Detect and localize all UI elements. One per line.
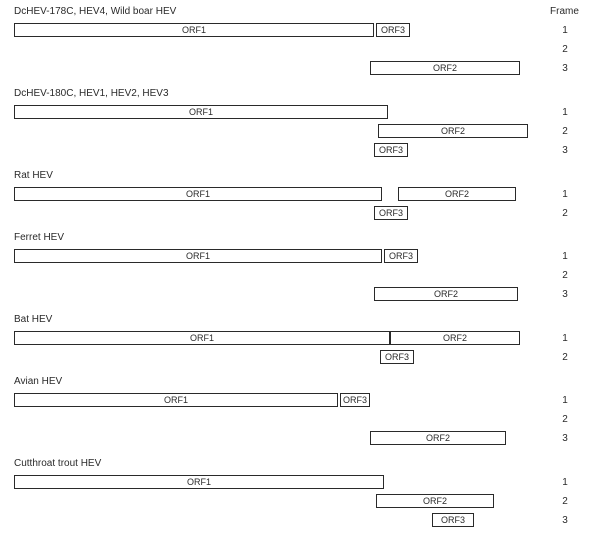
orf-label: ORF1 [186, 251, 210, 261]
orf-label: ORF3 [385, 352, 409, 362]
frame-number: 1 [555, 107, 575, 118]
frame-number: 1 [555, 333, 575, 344]
orf-box: ORF1 [14, 475, 384, 489]
orf-box: ORF3 [380, 350, 414, 364]
orf-label: ORF2 [426, 433, 450, 443]
orf-label: ORF3 [441, 515, 465, 525]
orf-label: ORF2 [423, 496, 447, 506]
frame-number: 1 [555, 251, 575, 262]
group-title: Rat HEV [14, 170, 53, 181]
frame-number: 3 [555, 145, 575, 156]
orf-box: ORF1 [14, 105, 388, 119]
frame-number: 3 [555, 433, 575, 444]
frame-number: 2 [555, 352, 575, 363]
frame-number: 3 [555, 289, 575, 300]
orf-label: ORF2 [445, 189, 469, 199]
orf-label: ORF1 [187, 477, 211, 487]
orf-box: ORF2 [370, 61, 520, 75]
frame-number: 1 [555, 395, 575, 406]
orf-label: ORF3 [379, 208, 403, 218]
group-title: DcHEV-178C, HEV4, Wild boar HEV [14, 6, 176, 17]
orf-box: ORF3 [374, 206, 408, 220]
orf-box: ORF2 [370, 431, 506, 445]
frame-number: 1 [555, 25, 575, 36]
frame-number: 2 [555, 44, 575, 55]
frame-number: 2 [555, 208, 575, 219]
orf-box: ORF2 [390, 331, 520, 345]
orf-label: ORF3 [343, 395, 367, 405]
orf-box: ORF3 [384, 249, 418, 263]
group-title: Bat HEV [14, 314, 52, 325]
orf-box: ORF1 [14, 393, 338, 407]
orf-box: ORF3 [340, 393, 370, 407]
orf-label: ORF2 [443, 333, 467, 343]
orf-label: ORF3 [389, 251, 413, 261]
orf-box: ORF2 [398, 187, 516, 201]
orf-box: ORF1 [14, 23, 374, 37]
group-title: DcHEV-180C, HEV1, HEV2, HEV3 [14, 88, 169, 99]
orf-box: ORF2 [378, 124, 528, 138]
orf-label: ORF2 [441, 126, 465, 136]
frame-number: 2 [555, 126, 575, 137]
orf-label: ORF1 [190, 333, 214, 343]
orf-label: ORF1 [189, 107, 213, 117]
group-title: Avian HEV [14, 376, 62, 387]
frame-number: 3 [555, 63, 575, 74]
frame-number: 2 [555, 270, 575, 281]
orf-box: ORF1 [14, 249, 382, 263]
orf-box: ORF2 [376, 494, 494, 508]
group-title: Ferret HEV [14, 232, 64, 243]
orf-box: ORF1 [14, 187, 382, 201]
orf-label: ORF1 [186, 189, 210, 199]
frame-number: 2 [555, 414, 575, 425]
orf-label: ORF2 [433, 63, 457, 73]
orf-box: ORF3 [376, 23, 410, 37]
orf-box: ORF1 [14, 331, 390, 345]
orf-box: ORF2 [374, 287, 518, 301]
group-title: Cutthroat trout HEV [14, 458, 101, 469]
frame-number: 1 [555, 189, 575, 200]
orf-label: ORF1 [182, 25, 206, 35]
orf-box: ORF3 [374, 143, 408, 157]
frame-number: 2 [555, 496, 575, 507]
frame-number: 3 [555, 515, 575, 526]
orf-label: ORF2 [434, 289, 458, 299]
orf-box: ORF3 [432, 513, 474, 527]
frame-header: Frame [550, 6, 579, 17]
frame-number: 1 [555, 477, 575, 488]
orf-label: ORF3 [379, 145, 403, 155]
orf-label: ORF3 [381, 25, 405, 35]
orf-label: ORF1 [164, 395, 188, 405]
